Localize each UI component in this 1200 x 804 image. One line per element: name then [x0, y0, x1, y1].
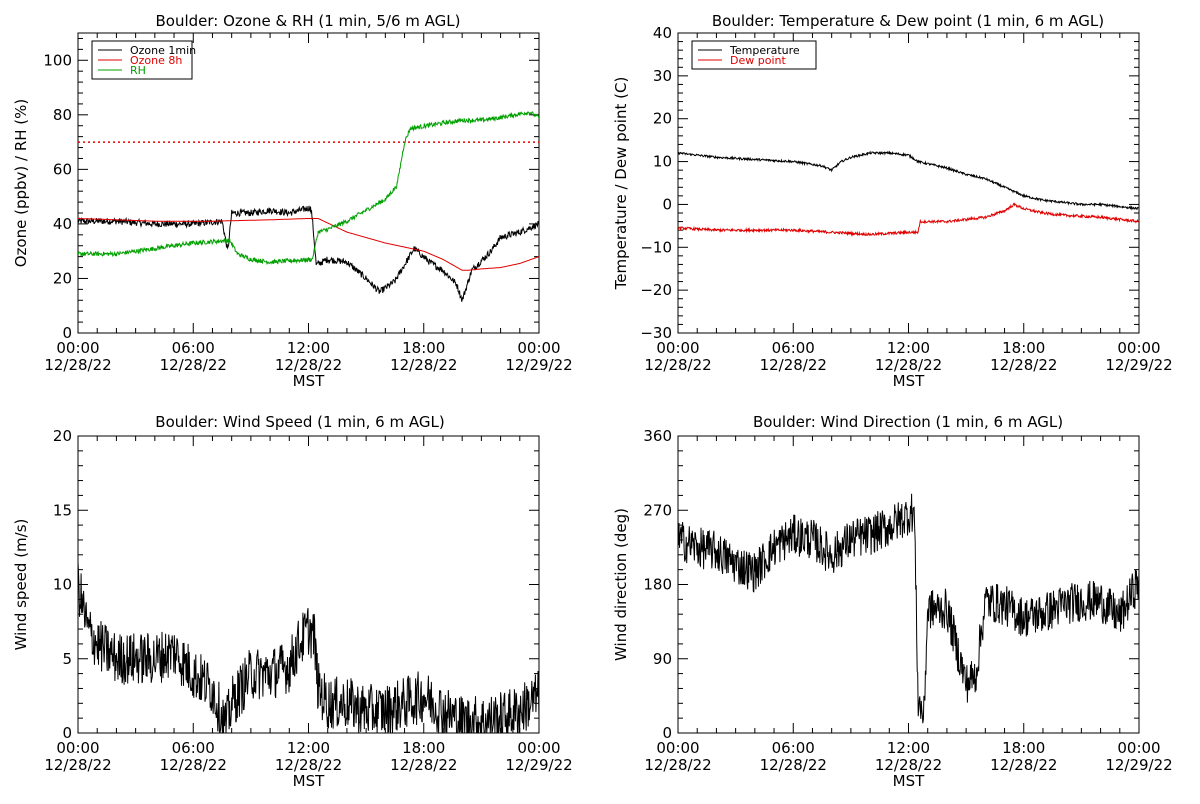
y-tick-label: 40 [53, 215, 72, 233]
chart-panel-1: Boulder: Ozone & RH (1 min, 5/6 m AGL) 0 2… [12, 12, 573, 390]
x-tick-time: 00:00 [517, 739, 560, 757]
x-tick-date: 12/28/22 [390, 756, 457, 774]
y-tick-label: 60 [53, 160, 72, 178]
series-line-1 [78, 562, 539, 733]
x-tick-time: 06:00 [172, 739, 215, 757]
series-line-1 [78, 205, 539, 302]
y-tick-label: 20 [653, 110, 672, 128]
y-tick-label: 180 [643, 576, 672, 594]
x-tick-time: 00:00 [656, 339, 699, 357]
x-tick-time: 00:00 [517, 339, 560, 357]
legend-label: Temperature [729, 44, 800, 57]
x-tick-time: 18:00 [1002, 339, 1045, 357]
chart-panel-3: Boulder: Wind Speed (1 min, 6 m AGL) 0 5 10… [12, 413, 573, 790]
x-tick-time: 12:00 [887, 339, 930, 357]
x-tick-date: 12/28/22 [44, 356, 111, 374]
x-tick-date: 12/28/22 [275, 756, 342, 774]
y-tick-label: 20 [53, 427, 72, 445]
series-line-2 [678, 202, 1139, 237]
legend-label: RH [130, 64, 146, 77]
x-tick-date: 12/28/22 [990, 756, 1057, 774]
x-tick-date: 12/28/22 [160, 756, 227, 774]
x-tick-time: 12:00 [287, 739, 330, 757]
y-tick-label: 100 [43, 51, 72, 69]
series-line-1 [678, 150, 1139, 211]
x-tick-time: 18:00 [402, 339, 445, 357]
x-tick-time: 12:00 [887, 739, 930, 757]
y-tick-label: 0 [62, 724, 72, 742]
y-tick-label: 10 [653, 153, 672, 171]
y-tick-label: 270 [643, 501, 672, 519]
y-axis-label: Ozone (ppbv) / RH (%) [12, 99, 30, 268]
y-tick-label: 90 [653, 650, 672, 668]
chart-panel-4: Boulder: Wind Direction (1 min, 6 m AGL)… [612, 413, 1173, 790]
x-tick-date: 12/28/22 [644, 356, 711, 374]
x-tick-time: 12:00 [287, 339, 330, 357]
y-tick-label: 40 [653, 24, 672, 42]
x-tick-time: 00:00 [1117, 739, 1160, 757]
y-axis-label: Temperature / Dew point (C) [612, 77, 630, 291]
legend-label: Dew point [730, 54, 786, 67]
x-tick-date: 12/28/22 [875, 756, 942, 774]
x-axis-label: MST [293, 372, 325, 390]
y-tick-label: 10 [53, 576, 72, 594]
y-axis-label: Wind direction (deg) [612, 508, 630, 661]
x-axis-label: MST [893, 772, 925, 790]
chart-panel-2: Boulder: Temperature & Dew point (1 min,… [612, 12, 1173, 390]
series-line-2 [78, 218, 539, 271]
series-line-1 [678, 493, 1139, 724]
x-tick-date: 12/29/22 [1105, 756, 1172, 774]
x-tick-time: 06:00 [172, 339, 215, 357]
y-tick-label: 5 [62, 650, 72, 668]
y-axis-label: Wind speed (m/s) [12, 519, 30, 651]
y-tick-label: −30 [640, 324, 672, 342]
x-tick-date: 12/28/22 [390, 356, 457, 374]
x-tick-date: 12/28/22 [160, 356, 227, 374]
chart-title: Boulder: Wind Direction (1 min, 6 m AGL) [753, 413, 1063, 431]
x-tick-date: 12/29/22 [505, 356, 572, 374]
x-tick-date: 12/28/22 [275, 356, 342, 374]
x-tick-date: 12/28/22 [760, 356, 827, 374]
y-tick-label: 0 [62, 324, 72, 342]
y-tick-label: 15 [53, 501, 72, 519]
y-tick-label: 360 [643, 427, 672, 445]
x-tick-date: 12/28/22 [644, 756, 711, 774]
chart-title: Boulder: Wind Speed (1 min, 6 m AGL) [155, 413, 444, 431]
x-tick-time: 06:00 [772, 739, 815, 757]
x-tick-time: 00:00 [656, 739, 699, 757]
plot-frame [677, 32, 1140, 334]
series-line-3 [78, 111, 539, 266]
x-axis-label: MST [893, 372, 925, 390]
x-tick-date: 12/29/22 [505, 756, 572, 774]
x-tick-time: 18:00 [1002, 739, 1045, 757]
x-tick-time: 18:00 [402, 739, 445, 757]
x-tick-date: 12/28/22 [760, 756, 827, 774]
y-tick-label: 20 [53, 269, 72, 287]
x-tick-time: 00:00 [56, 339, 99, 357]
y-tick-label: 0 [662, 195, 672, 213]
y-tick-label: −20 [640, 281, 672, 299]
y-tick-label: 30 [653, 67, 672, 85]
x-tick-time: 06:00 [772, 339, 815, 357]
chart-title: Boulder: Temperature & Dew point (1 min,… [712, 12, 1104, 30]
x-axis-label: MST [293, 772, 325, 790]
x-tick-time: 00:00 [56, 739, 99, 757]
x-tick-date: 12/28/22 [875, 356, 942, 374]
y-tick-label: 0 [662, 724, 672, 742]
legend-label: Ozone 8h [130, 54, 182, 67]
chart-title: Boulder: Ozone & RH (1 min, 5/6 m AGL) [155, 12, 460, 30]
x-tick-date: 12/29/22 [1105, 356, 1172, 374]
legend-label: Ozone 1min [130, 44, 196, 57]
y-tick-label: −10 [640, 238, 672, 256]
x-tick-date: 12/28/22 [44, 756, 111, 774]
x-tick-time: 00:00 [1117, 339, 1160, 357]
plot-frame [77, 435, 540, 734]
y-tick-label: 80 [53, 106, 72, 124]
x-tick-date: 12/28/22 [990, 356, 1057, 374]
legend-box [691, 40, 817, 70]
